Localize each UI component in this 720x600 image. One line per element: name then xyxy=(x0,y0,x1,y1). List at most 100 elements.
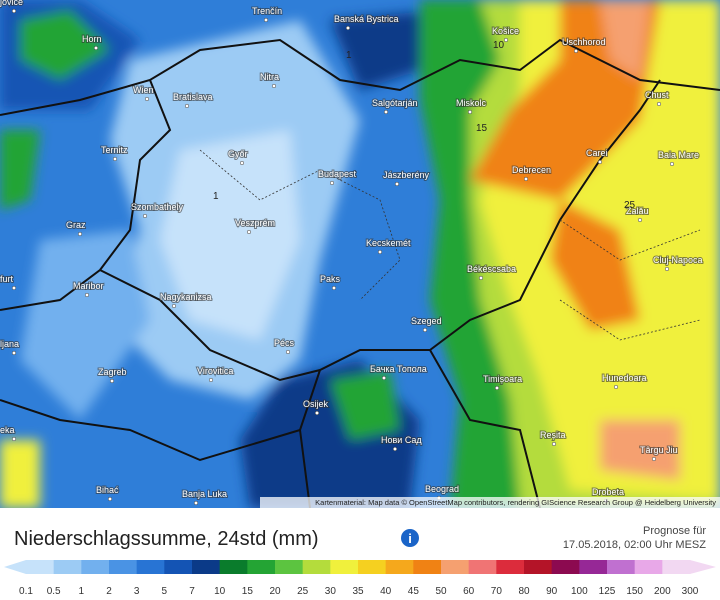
contour-label: 10 xyxy=(493,40,505,51)
city-dot xyxy=(656,101,662,107)
city-dot xyxy=(84,292,90,298)
city-dot xyxy=(77,231,83,237)
city-label: Košice xyxy=(492,26,519,36)
scale-segment xyxy=(247,560,276,574)
city-label: Virovitica xyxy=(197,366,233,376)
city-label: Nitra xyxy=(260,72,279,82)
city-dot xyxy=(271,83,277,89)
scale-segment xyxy=(275,560,304,574)
attribution: Kartenmaterial: Map data © OpenStreetMap… xyxy=(315,498,716,507)
city-dot xyxy=(381,375,387,381)
scale-segment xyxy=(496,560,525,574)
city-label: Timișoara xyxy=(483,374,522,384)
city-dot xyxy=(107,496,113,502)
city-dot xyxy=(314,410,320,416)
city-dot xyxy=(467,109,473,115)
city-label: Wien xyxy=(133,85,154,95)
scale-segment xyxy=(302,560,331,574)
city-label: Szeged xyxy=(411,316,442,326)
city-dot xyxy=(329,180,335,186)
scale-segment xyxy=(413,560,442,574)
scale-label: 3 xyxy=(134,586,140,597)
scale-segment xyxy=(164,560,193,574)
info-icon[interactable]: i xyxy=(401,529,419,547)
scale-segment xyxy=(81,560,110,574)
city-label: Drobeta xyxy=(592,487,624,497)
region-borders xyxy=(199,149,701,341)
scale-label: 70 xyxy=(491,586,503,597)
city-label: Нови Сад xyxy=(381,435,422,445)
scale-segment xyxy=(53,560,82,574)
city-dot xyxy=(613,384,619,390)
city-label: Zalău xyxy=(626,206,649,216)
precip-field xyxy=(0,0,720,508)
city-dot xyxy=(285,349,291,355)
city-dot xyxy=(171,303,177,309)
svg-text:i: i xyxy=(408,531,412,546)
contour-label: 15 xyxy=(476,123,488,134)
city-label: Carei xyxy=(586,148,608,158)
city-label: Debrecen xyxy=(512,165,551,175)
city-dot xyxy=(377,249,383,255)
city-label: jovice xyxy=(0,0,23,7)
scale-segment xyxy=(26,560,55,574)
city-label: Veszprém xyxy=(235,218,275,228)
contour-label: 1 xyxy=(346,50,352,61)
scale-label: 15 xyxy=(242,586,254,597)
city-label: Baia Mare xyxy=(658,150,699,160)
city-dot xyxy=(478,275,484,281)
scale-segment xyxy=(551,560,580,574)
city-label: Jászberény xyxy=(383,170,430,180)
city-dot xyxy=(144,96,150,102)
city-dot xyxy=(142,213,148,219)
scale-label: 30 xyxy=(325,586,337,597)
scale-label: 0.5 xyxy=(47,586,61,597)
city-label: Budapest xyxy=(318,169,357,179)
scale-segment xyxy=(358,560,387,574)
scale-label: 300 xyxy=(682,586,699,597)
city-dot xyxy=(523,176,529,182)
city-label: Kecskemét xyxy=(366,238,411,248)
city-dot xyxy=(494,385,500,391)
city-dot xyxy=(263,17,269,23)
city-label: Târgu Jiu xyxy=(640,445,678,455)
city-label: ljana xyxy=(0,339,19,349)
footer xyxy=(0,508,720,600)
scale-label: 100 xyxy=(571,586,588,597)
city-dot xyxy=(109,378,115,384)
scale-arrow-right xyxy=(690,560,716,574)
city-label: Reșita xyxy=(540,430,566,440)
city-label: furt xyxy=(0,274,14,284)
city-label: Miskolc xyxy=(456,98,487,108)
scale-label: 2 xyxy=(106,586,112,597)
city-label: Ternitz xyxy=(101,145,128,155)
title: Niederschlagssumme, 24std (mm) xyxy=(14,528,319,550)
city-label: Békéscsaba xyxy=(467,264,516,274)
scale-segment xyxy=(192,560,221,574)
city-label: Szombathely xyxy=(131,202,184,212)
city-dot xyxy=(193,500,199,506)
city-dot xyxy=(112,156,118,162)
city-label: Bratislava xyxy=(173,92,213,102)
city-dot xyxy=(11,350,17,356)
scale-label: 90 xyxy=(546,586,558,597)
city-label: Győr xyxy=(228,149,248,159)
city-label: Maribor xyxy=(73,281,104,291)
contour-label: 1 xyxy=(213,191,219,202)
scale-label: 1 xyxy=(79,586,85,597)
color-scale: 0.1 0.5 1 2 3 5 7 10 15 20 25 30 35 40 45 50 60 70 80 90 100… xyxy=(4,560,716,597)
forecast-time: 17.05.2018, 02:00 Uhr MESZ xyxy=(563,539,706,551)
scale-label: 7 xyxy=(189,586,195,597)
city-label: Paks xyxy=(320,274,341,284)
scale-label: 125 xyxy=(599,586,616,597)
city-dot xyxy=(184,103,190,109)
city-dot xyxy=(93,45,99,51)
scale-arrow-left xyxy=(4,560,26,574)
scale-label: 35 xyxy=(352,586,364,597)
city-dot xyxy=(331,285,337,291)
scale-label: 80 xyxy=(518,586,530,597)
city-dot xyxy=(11,436,17,442)
scale-segment xyxy=(441,560,470,574)
city-dot xyxy=(345,25,351,31)
city-dot xyxy=(422,327,428,333)
